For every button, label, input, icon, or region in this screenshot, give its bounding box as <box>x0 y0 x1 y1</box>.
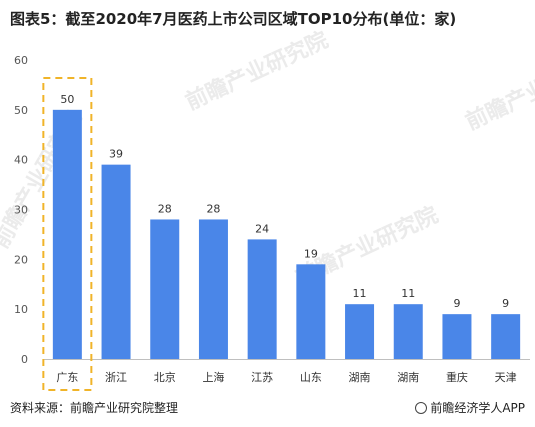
brand-name: 前瞻经济学人APP <box>430 401 525 415</box>
bar <box>101 164 131 359</box>
bars <box>52 109 521 359</box>
labels: 50 广东 39 浙江 28 北京 28 上海 24 江苏 19 山东 11 湖南 11 湖南 9 重庆 9 天津 <box>42 77 517 391</box>
brand-logo-icon <box>415 402 428 414</box>
bar <box>198 219 228 359</box>
bar <box>247 239 277 359</box>
x-category-label: 湖南 <box>397 371 419 384</box>
x-category-label: 湖南 <box>349 371 371 384</box>
watermark-text: 前瞻产业研究院 <box>462 47 535 136</box>
x-category-label: 重庆 <box>446 370 468 384</box>
source-note: 资料来源：前瞻产业研究院整理 <box>10 401 179 415</box>
bar-value-label: 9 <box>502 297 509 310</box>
highlight-box <box>42 77 93 391</box>
bar <box>296 264 326 359</box>
watermark-text: 前瞻产业研究院 <box>182 27 333 116</box>
brand-mark: 前瞻经济学人APP <box>415 399 525 416</box>
bar-value-label: 19 <box>304 247 318 260</box>
bar-value-label: 28 <box>206 202 220 215</box>
bar <box>345 304 375 359</box>
x-category-label: 北京 <box>154 370 176 384</box>
y-tick-label: 30 <box>14 204 28 217</box>
x-category-label: 江苏 <box>251 371 273 384</box>
bar <box>150 219 180 359</box>
y-tick-label: 20 <box>14 253 28 266</box>
bar <box>393 304 423 359</box>
y-tick-label: 50 <box>14 104 28 117</box>
bar <box>442 314 472 359</box>
axes: 0 10 20 30 40 50 60 <box>14 54 530 366</box>
bar-value-label: 39 <box>109 148 123 161</box>
y-tick-label: 0 <box>21 353 28 366</box>
y-tick-label: 40 <box>14 154 28 167</box>
x-category-label: 浙江 <box>105 371 127 384</box>
bar-value-label: 11 <box>353 287 367 300</box>
y-tick-label: 10 <box>14 303 28 316</box>
bar <box>491 314 521 359</box>
bar-value-label: 9 <box>453 297 460 310</box>
y-tick-label: 60 <box>14 54 28 67</box>
x-category-label: 广东 <box>56 371 78 384</box>
x-category-label: 天津 <box>495 371 517 384</box>
bar <box>52 109 82 359</box>
bar-value-label: 50 <box>60 93 74 106</box>
bar-value-label: 24 <box>255 222 269 235</box>
x-category-label: 上海 <box>202 370 224 384</box>
bar-value-label: 11 <box>401 287 415 300</box>
bar-value-label: 28 <box>158 202 172 215</box>
x-category-label: 山东 <box>300 371 322 384</box>
chart-title: 图表5：截至2020年7月医药上市公司区域TOP10分布(单位：家) <box>10 10 457 28</box>
